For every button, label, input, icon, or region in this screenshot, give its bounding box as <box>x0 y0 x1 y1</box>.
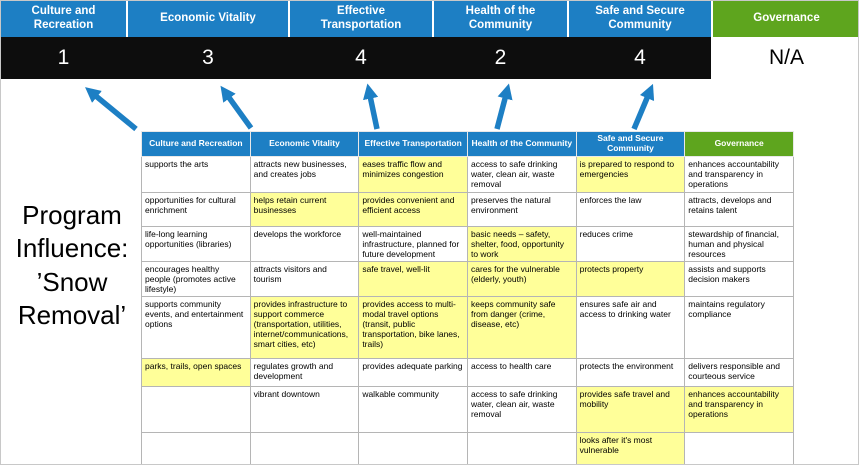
matrix-cell-access-to-safe-drinking-water-clean-air-: access to safe drinking water, clean air… <box>466 385 577 433</box>
matrix-cell-develops-the-workforce: develops the workforce <box>249 225 360 262</box>
scoreboard-header-row: Culture and Recreation Economic Vitality E… <box>1 1 858 37</box>
matrix-cell-safe-travel-well-lit: safe travel, well-lit <box>358 260 468 297</box>
matrix-body: supports the arts attracts new businesses… <box>141 155 794 464</box>
score-governance: N/A <box>713 37 858 79</box>
scoreboard-header-culture-and-recreation: Culture and Recreation <box>1 1 126 37</box>
matrix-cell-empty <box>466 431 577 464</box>
matrix-cell-empty <box>249 431 360 464</box>
matrix-row-2: opportunities for cultural enrichment hel… <box>141 191 794 227</box>
scoreboard-header-safe-and-secure-community: Safe and Secure Community <box>569 1 711 37</box>
matrix-header-effective-transportation: Effective Transportation <box>358 131 468 157</box>
matrix-cell-parks-trails-open-spaces: parks, trails, open spaces <box>141 357 251 387</box>
matrix-cell-empty <box>141 385 251 433</box>
matrix-cell-regulates-growth-and-development: regulates growth and development <box>249 357 360 387</box>
matrix-cell-looks-after-it-s-most-vulnerable: looks after it's most vulnerable <box>575 431 686 464</box>
matrix-row-1: supports the arts attracts new businesses… <box>141 155 794 193</box>
matrix-cell-stewardship-of-financial-human-and-physi: stewardship of financial, human and phys… <box>684 225 794 262</box>
matrix-row-8: looks after it's most vulnerable <box>141 431 794 464</box>
matrix-cell-enhances-accountability-and-transparency: enhances accountability and transparency… <box>684 385 794 433</box>
matrix-header-economic-vitality: Economic Vitality <box>249 131 360 157</box>
scoreboard-header-health-of-the-community: Health of the Community <box>434 1 567 37</box>
matrix-header-safe-and-secure-community: Safe and Secure Community <box>575 131 686 157</box>
matrix-cell-attracts-visitors-and-tourism: attracts visitors and tourism <box>249 260 360 297</box>
matrix-header-culture-and-recreation: Culture and Recreation <box>141 131 251 157</box>
matrix-cell-helps-retain-current-businesses: helps retain current businesses <box>249 191 360 227</box>
matrix-cell-provides-convenient-and-efficient-access: provides convenient and efficient access <box>358 191 468 227</box>
score-arrows <box>85 83 655 132</box>
matrix-cell-basic-needs-safety-shelter-food-opportun: basic needs – safety, shelter, food, opp… <box>466 225 577 262</box>
score-health-of-the-community: 2 <box>494 46 507 69</box>
score-economic-vitality: 3 <box>202 46 214 69</box>
score-culture-and-recreation: 1 <box>57 46 70 69</box>
matrix-cell-preserves-the-natural-environment: preserves the natural environment <box>466 191 577 227</box>
matrix-cell-attracts-new-businesses-and-creates-jobs: attracts new businesses, and creates job… <box>249 155 360 193</box>
matrix-row-6: parks, trails, open spaces regulates grow… <box>141 357 794 387</box>
matrix-cell-enforces-the-law: enforces the law <box>575 191 686 227</box>
matrix-cell-supports-the-arts: supports the arts <box>141 155 251 193</box>
score-arrow-2 <box>220 85 254 130</box>
matrix-cell-access-to-safe-drinking-water-clean-air-: access to safe drinking water, clean air… <box>466 155 577 193</box>
matrix-cell-opportunities-for-cultural-enrichment: opportunities for cultural enrichment <box>141 191 251 227</box>
matrix-header-governance: Governance <box>684 131 794 157</box>
matrix-cell-vibrant-downtown: vibrant downtown <box>249 385 360 433</box>
matrix-header-health-of-the-community: Health of the Community <box>466 131 577 157</box>
matrix-cell-maintains-regulatory-compliance: maintains regulatory compliance <box>684 295 794 359</box>
matrix-header-row: Culture and Recreation Economic Vitality E… <box>141 131 794 157</box>
matrix-cell-encourages-healthy-people-promotes-activ: encourages healthy people (promotes acti… <box>141 260 251 297</box>
matrix-cell-protects-the-environment: protects the environment <box>575 357 686 387</box>
matrix-cell-enhances-accountability-and-transparency: enhances accountability and transparency… <box>684 155 794 193</box>
matrix-cell-access-to-health-care: access to health care <box>466 357 577 387</box>
scoreboard-header-governance: Governance <box>713 1 858 37</box>
matrix-cell-provides-adequate-parking: provides adequate parking <box>358 357 468 387</box>
matrix-cell-delivers-responsible-and-courteous-servi: delivers responsible and courteous servi… <box>684 357 794 387</box>
matrix-cell-empty <box>141 431 251 464</box>
matrix-cell-reduces-crime: reduces crime <box>575 225 686 262</box>
score-arrow-5 <box>631 83 655 131</box>
program-influence-title: Program Influence: ’Snow Removal’ <box>15 200 129 330</box>
scoreboard-header-effective-transportation: Effective Transportation <box>290 1 432 37</box>
matrix-cell-provides-safe-travel-and-mobility: provides safe travel and mobility <box>575 385 686 433</box>
score-effective-transportation: 4 <box>355 46 367 69</box>
matrix-row-4: encourages healthy people (promotes acti… <box>141 260 794 297</box>
matrix-cell-provides-infrastructure-to-support-comme: provides infrastructure to support comme… <box>249 295 360 359</box>
matrix-cell-walkable-community: walkable community <box>358 385 468 433</box>
matrix-cell-supports-community-events-and-entertainm: supports community events, and entertain… <box>141 295 251 359</box>
score-arrow-4 <box>494 83 513 130</box>
score-safe-and-secure-community: 4 <box>634 46 646 69</box>
score-arrow-3 <box>363 83 380 130</box>
score-band-background <box>1 37 711 79</box>
matrix-cell-empty <box>358 431 468 464</box>
score-arrow-1 <box>85 87 138 132</box>
matrix-cell-attracts-develops-and-retains-talent: attracts, develops and retains talent <box>684 191 794 227</box>
matrix-cell-life-long-learning-opportunities-librari: life-long learning opportunities (librar… <box>141 225 251 262</box>
matrix-cell-keeps-community-safe-from-danger-crime-d: keeps community safe from danger (crime,… <box>466 295 577 359</box>
matrix-cell-eases-traffic-flow-and-minimizes-congest: eases traffic flow and minimizes congest… <box>358 155 468 193</box>
matrix-cell-cares-for-the-vulnerable-elderly-youth: cares for the vulnerable (elderly, youth… <box>466 260 577 297</box>
scoreboard-header-economic-vitality: Economic Vitality <box>128 1 288 37</box>
matrix-row-7: vibrant downtown walkable community access… <box>141 385 794 433</box>
matrix-cell-is-prepared-to-respond-to-emergencies: is prepared to respond to emergencies <box>575 155 686 193</box>
score-band: 1 3 4 2 4 N/A <box>1 37 858 79</box>
matrix-cell-well-maintained-infrastructure-planned-f: well-maintained infrastructure, planned … <box>358 225 468 262</box>
matrix-row-5: supports community events, and entertain… <box>141 295 794 359</box>
matrix-cell-provides-access-to-multi-modal-travel-op: provides access to multi-modal travel op… <box>358 295 468 359</box>
matrix-row-3: life-long learning opportunities (librar… <box>141 225 794 262</box>
matrix-cell-ensures-safe-air-and-access-to-drinking-: ensures safe air and access to drinking … <box>575 295 686 359</box>
matrix-cell-empty <box>684 431 794 464</box>
matrix-cell-protects-property: protects property <box>575 260 686 297</box>
influence-matrix: Culture and Recreation Economic Vitality E… <box>141 131 794 464</box>
matrix-cell-assists-and-supports-decision-makers: assists and supports decision makers <box>684 260 794 297</box>
